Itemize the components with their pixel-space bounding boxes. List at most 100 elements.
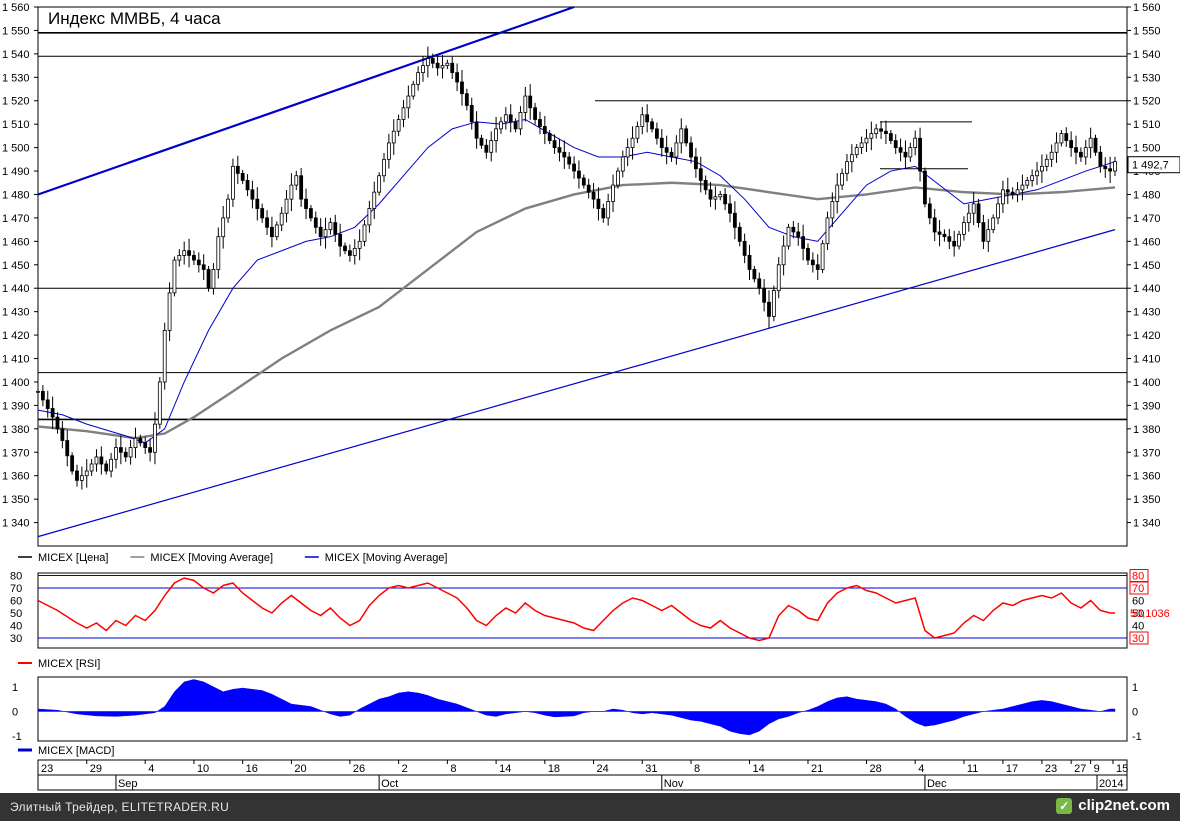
candle-body bbox=[240, 172, 245, 181]
candle-body bbox=[771, 290, 776, 317]
price-tick-label-left: 1 540 bbox=[2, 49, 30, 61]
price-tick-label-right: 1 530 bbox=[1133, 72, 1161, 84]
candle-body bbox=[450, 62, 455, 74]
candle-body bbox=[226, 198, 230, 219]
candle-body bbox=[279, 212, 284, 226]
price-tick-label-left: 1 520 bbox=[2, 96, 30, 108]
candle-body bbox=[455, 72, 460, 83]
candle-body bbox=[187, 250, 191, 256]
price-tick-label-right: 1 520 bbox=[1133, 96, 1161, 108]
candle-body bbox=[494, 128, 498, 141]
rsi-plot-frame bbox=[37, 572, 1128, 649]
candle-body bbox=[825, 217, 830, 245]
price-tick-label-left: 1 420 bbox=[2, 330, 30, 342]
day-tick-label: 20 bbox=[294, 763, 306, 775]
candle-body bbox=[1088, 137, 1093, 149]
candle-body bbox=[937, 231, 942, 235]
candle-body bbox=[128, 447, 133, 458]
day-tick-label: 11 bbox=[967, 763, 978, 775]
price-tick-label-left: 1 370 bbox=[2, 447, 30, 459]
candle-body bbox=[221, 217, 226, 238]
price-tick-label-right: 1 440 bbox=[1133, 283, 1161, 295]
clip2net-logo[interactable]: ✓ clip2net.com bbox=[1056, 797, 1170, 814]
candle-body bbox=[192, 255, 196, 261]
candle-body bbox=[255, 198, 260, 209]
candle-body bbox=[898, 147, 903, 153]
rsi-tick-label-left: 70 bbox=[10, 583, 22, 595]
candle-body bbox=[577, 170, 581, 179]
candle-body bbox=[903, 151, 908, 158]
candle-body bbox=[1049, 151, 1054, 160]
candle-body bbox=[60, 428, 65, 441]
candle-body bbox=[888, 133, 893, 141]
candle-body bbox=[338, 233, 343, 247]
price-tick-label-right: 1 470 bbox=[1133, 213, 1161, 225]
candle-body bbox=[835, 184, 840, 202]
clip2net-logo-text: clip2net.com bbox=[1078, 797, 1170, 814]
price-tick-label-right: 1 400 bbox=[1133, 377, 1161, 389]
candle-body bbox=[372, 191, 377, 209]
candle-body bbox=[201, 264, 206, 270]
candle-body bbox=[723, 194, 728, 205]
candle-body bbox=[411, 83, 416, 97]
month-label: Oct bbox=[381, 778, 398, 790]
candle-body bbox=[1093, 137, 1098, 153]
price-tick-label-left: 1 500 bbox=[2, 143, 30, 155]
day-tick-label: 14 bbox=[753, 763, 765, 775]
candle-body bbox=[1030, 175, 1035, 181]
candle-body bbox=[538, 119, 542, 127]
macd-panel: -1 -1 0 0 1 1 MICEX [MACD] bbox=[12, 676, 1142, 757]
candle-body bbox=[1035, 170, 1039, 177]
candle-body bbox=[586, 184, 591, 193]
candle-body bbox=[815, 264, 820, 270]
candle-body bbox=[659, 137, 664, 149]
rsi-level-box bbox=[1129, 569, 1149, 582]
candle-body bbox=[533, 107, 537, 120]
candle-body bbox=[489, 140, 494, 153]
candle-body bbox=[962, 222, 966, 235]
candle-body bbox=[328, 222, 333, 231]
candle-body bbox=[913, 137, 918, 149]
macd-tick-label-right: 0 bbox=[1132, 706, 1138, 718]
candle-body bbox=[650, 121, 654, 130]
candle-body bbox=[274, 224, 279, 238]
candle-body bbox=[611, 184, 615, 202]
candle-body bbox=[518, 112, 523, 130]
candle-body bbox=[138, 437, 143, 444]
chart-canvas: 1 340 1 340 1 350 1 350 1 360 1 360 1 370 1 370… bbox=[2, 2, 1180, 791]
chart-title: Индекс ММВБ, 4 часа bbox=[48, 9, 221, 28]
candle-body bbox=[893, 140, 898, 149]
day-tick-label: 31 bbox=[645, 763, 657, 775]
candle-body bbox=[591, 191, 596, 200]
candle-body bbox=[1015, 189, 1020, 195]
candle-body bbox=[552, 140, 557, 149]
candle-body bbox=[864, 137, 869, 144]
price-tick-label-left: 1 450 bbox=[2, 260, 30, 272]
candle-body bbox=[114, 447, 118, 460]
candle-body bbox=[669, 151, 674, 158]
candle-body bbox=[406, 95, 411, 109]
candle-body bbox=[1001, 189, 1005, 205]
price-tick-label-left: 1 400 bbox=[2, 377, 30, 389]
candle-body bbox=[732, 212, 737, 228]
price-tick-label-left: 1 510 bbox=[2, 119, 30, 131]
day-tick-label: 8 bbox=[694, 763, 700, 775]
month-label: Sep bbox=[118, 778, 138, 790]
candle-body bbox=[143, 442, 148, 448]
candle-body bbox=[84, 470, 89, 477]
candle-body bbox=[840, 172, 844, 186]
macd-tick-label-right: -1 bbox=[1132, 731, 1142, 743]
candle-body bbox=[796, 231, 801, 238]
candle-body bbox=[162, 329, 167, 383]
check-icon: ✓ bbox=[1056, 797, 1073, 814]
candle-body bbox=[343, 245, 347, 252]
day-tick-label: 23 bbox=[1045, 763, 1057, 775]
candle-body bbox=[737, 226, 742, 242]
price-tick-label-left: 1 470 bbox=[2, 213, 30, 225]
candle-body bbox=[260, 208, 265, 219]
candle-body bbox=[270, 226, 274, 238]
candle-body bbox=[89, 463, 94, 472]
price-tick-label-left: 1 430 bbox=[2, 307, 30, 319]
